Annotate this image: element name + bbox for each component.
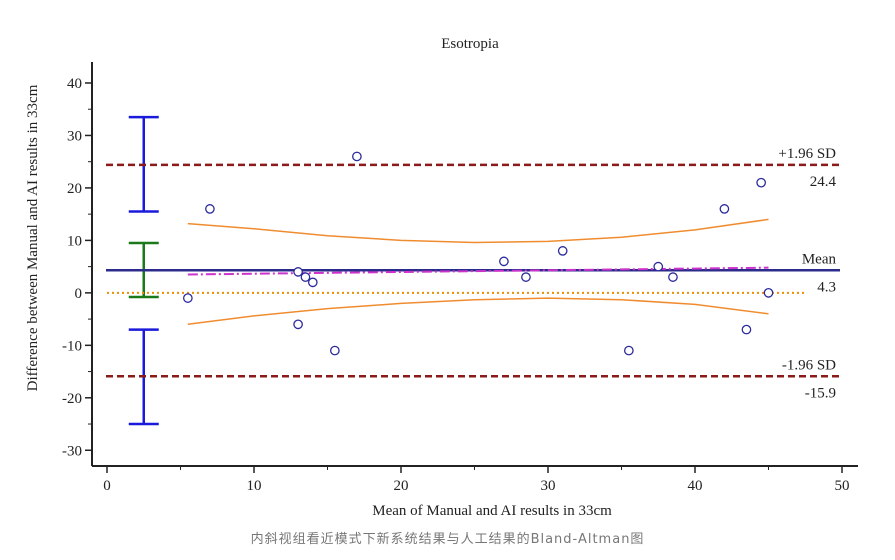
data-point [521, 272, 531, 282]
regression-line [187, 266, 769, 276]
x-tick-label: 40 [688, 478, 703, 494]
data-point [756, 177, 767, 188]
chart-title: Esotropia [441, 36, 499, 52]
data-point [668, 272, 678, 282]
data-point [307, 277, 318, 288]
data-point [352, 151, 362, 162]
data-point [183, 293, 193, 303]
data-point [205, 204, 215, 214]
lower-confidence-curve [187, 297, 769, 326]
reference-lines [106, 163, 840, 378]
y-tick-label: -20 [62, 391, 82, 407]
reference-labels: Mean 4.3 +1.96 SD 24.4 -1.96 SD -15.9 [778, 146, 836, 401]
data-point [763, 288, 774, 298]
x-tick-label: 0 [103, 478, 111, 494]
axes: -30 -20 -10 0 10 20 30 40 0 10 20 30 40 50 [62, 62, 858, 494]
x-axis-label: Mean of Manual and AI results in 33cm [372, 503, 612, 519]
ref-line-label: Mean [802, 251, 837, 267]
x-tick-label: 10 [247, 478, 262, 494]
upper-confidence-curve [187, 218, 769, 244]
data-point [499, 256, 509, 267]
data-point [623, 345, 634, 356]
data-point [293, 267, 303, 277]
data-point [741, 324, 752, 335]
ref-line-label: -1.96 SD [782, 357, 836, 373]
data-point [300, 272, 311, 282]
data-point [329, 345, 340, 356]
y-tick-label: -30 [62, 443, 82, 459]
x-tick-label: 20 [394, 478, 409, 494]
ref-line-value: 24.4 [810, 174, 837, 190]
ref-line-value: -15.9 [805, 385, 836, 401]
data-point [557, 246, 568, 256]
x-tick-label: 50 [835, 478, 850, 494]
figure-caption: 内斜视组看近模式下新系统结果与人工结果的Bland-Altman图 [250, 532, 645, 547]
x-tick-label: 30 [541, 478, 556, 494]
data-point [653, 261, 664, 272]
data-point [719, 204, 730, 214]
y-tick-label: 10 [67, 233, 82, 249]
confidence-curves [187, 218, 769, 326]
y-tick-label: 30 [67, 128, 82, 144]
data-points [183, 151, 774, 356]
y-axis-label: Difference between Manual and AI results… [25, 84, 41, 391]
y-tick-label: 0 [75, 286, 83, 302]
y-tick-label: -10 [62, 338, 82, 354]
ref-line-label: +1.96 SD [778, 146, 836, 162]
y-tick-label: 20 [67, 181, 82, 197]
y-tick-label: 40 [67, 76, 82, 92]
ref-line-value: 4.3 [817, 279, 836, 295]
data-point [293, 319, 303, 330]
